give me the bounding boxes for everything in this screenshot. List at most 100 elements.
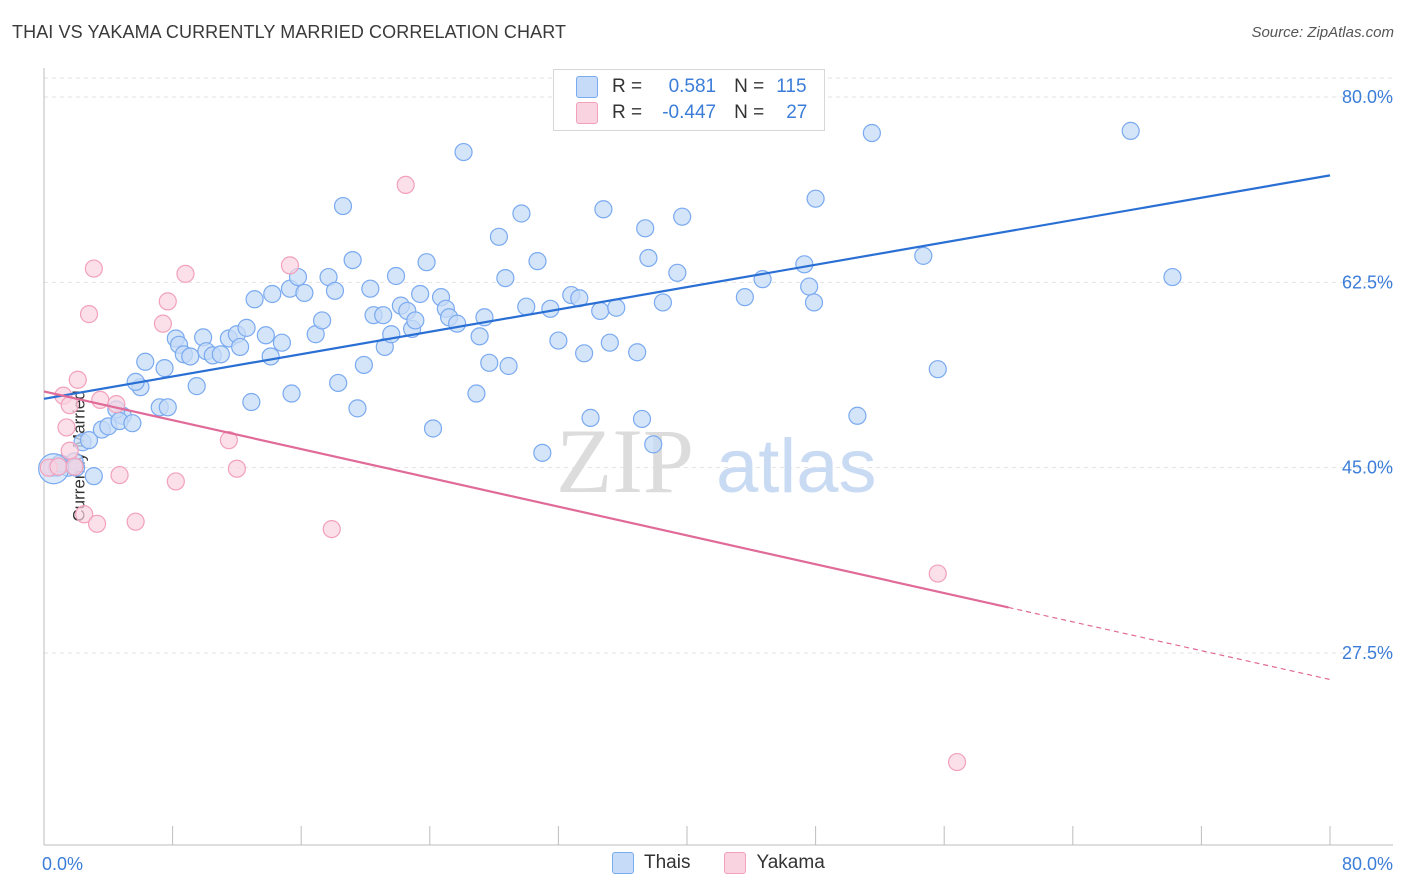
- data-point-thais: [632, 409, 652, 429]
- data-point-thais: [454, 142, 473, 162]
- legend-swatch-yakama: [724, 852, 747, 874]
- data-point-yakama: [166, 472, 185, 491]
- data-point-yakama: [227, 459, 246, 478]
- stats-row-yakama: R = -0.447 N = 27: [576, 101, 807, 125]
- trend-lines: [43, 174, 1331, 681]
- data-point-thais: [256, 326, 275, 345]
- trend-line-yakama-extrapolated: [1008, 606, 1331, 681]
- data-point-thais: [528, 252, 547, 271]
- data-point-thais: [848, 406, 867, 425]
- data-point-yakama: [84, 259, 103, 278]
- data-point-thais: [231, 337, 250, 357]
- data-point-yakama: [928, 564, 947, 583]
- data-point-thais: [386, 266, 406, 286]
- stats-n-value: 115: [776, 76, 807, 97]
- data-point-thais: [489, 227, 509, 246]
- data-point-thais: [806, 189, 825, 208]
- data-point-thais: [354, 355, 373, 375]
- data-point-thais: [123, 414, 142, 433]
- data-point-yakama: [280, 256, 300, 275]
- data-point-yakama: [322, 519, 341, 539]
- data-point-thais: [187, 377, 206, 396]
- data-point-thais: [423, 419, 443, 438]
- grid: [44, 77, 1393, 654]
- data-point-thais: [594, 200, 613, 219]
- legend-item-yakama[interactable]: Yakama: [724, 852, 825, 874]
- data-point-thais: [261, 347, 280, 366]
- data-point-thais: [374, 306, 393, 325]
- data-point-thais: [914, 246, 933, 265]
- stats-n-label: N =: [734, 102, 765, 123]
- stats-r-value: 0.581: [668, 76, 717, 97]
- legend-label-yakama: Yakama: [756, 852, 825, 873]
- legend-item-thais[interactable]: Thais: [612, 852, 690, 874]
- data-point-thais: [237, 318, 256, 337]
- data-point-thais: [533, 443, 552, 462]
- data-point-thais: [795, 255, 814, 274]
- data-point-yakama: [87, 514, 107, 533]
- series-legend: Thais Yakama: [612, 852, 825, 874]
- data-point-thais: [607, 298, 626, 317]
- data-point-thais: [1121, 121, 1140, 140]
- data-point-thais: [653, 293, 672, 312]
- data-point-yakama: [68, 370, 87, 389]
- data-point-thais: [581, 408, 600, 427]
- trend-line-thais: [43, 174, 1331, 400]
- data-point-thais: [245, 290, 264, 309]
- data-point-thais: [800, 277, 819, 296]
- watermark-zip: ZIP: [556, 410, 694, 512]
- data-point-yakama: [219, 431, 238, 450]
- data-point-thais: [480, 353, 499, 372]
- data-point-thais: [361, 279, 380, 298]
- data-point-thais: [1163, 267, 1182, 287]
- data-point-yakama: [79, 305, 99, 324]
- data-point-thais: [600, 333, 619, 352]
- stats-r-label: R =: [612, 102, 643, 123]
- stats-swatch-thais: [576, 76, 598, 98]
- stats-swatch-yakama: [576, 102, 598, 124]
- data-point-thais: [325, 281, 345, 300]
- series-thais-points: [38, 121, 1182, 486]
- stats-legend: R = 0.581 N = 115 R = -0.447 N = 27: [553, 69, 825, 131]
- data-point-thais: [406, 311, 425, 330]
- x-tick-label: 0.0%: [42, 854, 83, 874]
- data-point-thais: [272, 333, 292, 352]
- data-point-yakama: [75, 505, 94, 524]
- data-point-thais: [295, 283, 314, 303]
- data-point-thais: [928, 360, 947, 379]
- data-point-thais: [181, 347, 200, 366]
- y-tick-label: 45.0%: [1342, 458, 1393, 478]
- data-point-yakama: [57, 418, 76, 437]
- legend-swatch-thais: [612, 852, 634, 874]
- data-point-yakama: [126, 512, 145, 531]
- chart-title: THAI VS YAKAMA CURRENTLY MARRIED CORRELA…: [12, 22, 567, 42]
- data-point-thais: [411, 284, 430, 304]
- data-point-thais: [242, 392, 261, 412]
- data-point-yakama: [49, 457, 68, 476]
- data-point-thais: [348, 399, 367, 418]
- data-point-thais: [329, 373, 348, 393]
- data-point-thais: [636, 219, 655, 238]
- data-point-thais: [644, 435, 663, 454]
- data-point-thais: [496, 268, 515, 288]
- data-point-thais: [673, 207, 692, 226]
- data-point-thais: [575, 344, 594, 363]
- trend-line-yakama: [43, 390, 1009, 609]
- data-point-thais: [263, 284, 282, 304]
- data-point-thais: [549, 331, 568, 350]
- stats-r-label: R =: [612, 76, 643, 97]
- data-point-thais: [735, 288, 754, 307]
- data-point-thais: [79, 431, 99, 450]
- data-point-yakama: [947, 752, 967, 772]
- data-point-thais: [639, 248, 658, 268]
- data-point-yakama: [176, 264, 195, 283]
- data-point-yakama: [396, 175, 415, 195]
- data-point-thais: [417, 253, 436, 272]
- y-tick-label: 62.5%: [1342, 272, 1393, 292]
- data-point-thais: [862, 123, 881, 143]
- data-point-thais: [517, 297, 536, 316]
- data-point-thais: [136, 352, 155, 371]
- data-point-thais: [448, 314, 467, 333]
- watermark: ZIP atlas: [556, 410, 877, 512]
